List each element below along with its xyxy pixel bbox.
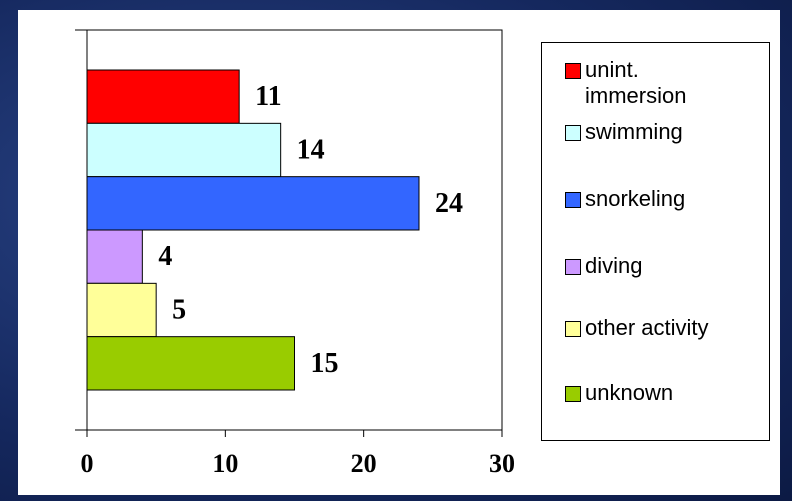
legend-label: diving bbox=[585, 253, 643, 278]
value-label: 11 bbox=[255, 81, 281, 112]
legend-swatch bbox=[565, 63, 581, 79]
legend: unint. immersion swimming snorkeling diving… bbox=[541, 42, 770, 441]
value-label: 14 bbox=[297, 134, 325, 165]
legend-label: unknown bbox=[585, 380, 674, 405]
bar bbox=[86, 122, 282, 178]
legend-swatch bbox=[565, 386, 581, 402]
legend-label: snorkeling bbox=[585, 186, 686, 211]
legend-item: diving bbox=[565, 253, 765, 279]
legend-label: swimming bbox=[585, 119, 683, 144]
legend-item: snorkeling bbox=[565, 186, 765, 212]
legend-label: other activity bbox=[585, 315, 709, 340]
bar bbox=[86, 176, 420, 231]
legend-label: unint. immersion bbox=[585, 57, 687, 108]
x-tick-label: 0 bbox=[81, 449, 94, 478]
x-tick-label: 10 bbox=[212, 449, 238, 478]
legend-swatch bbox=[565, 125, 581, 141]
legend-item: swimming bbox=[565, 119, 765, 145]
bar bbox=[86, 69, 240, 124]
x-tick-label: 20 bbox=[351, 449, 377, 478]
bar bbox=[86, 336, 295, 391]
legend-item: other activity bbox=[565, 315, 765, 341]
value-label: 15 bbox=[311, 348, 339, 379]
x-tick-label: 30 bbox=[489, 449, 515, 478]
value-label: 4 bbox=[158, 241, 172, 272]
bar bbox=[86, 282, 157, 338]
legend-swatch bbox=[565, 321, 581, 337]
value-label: 5 bbox=[172, 294, 186, 325]
legend-item: unknown bbox=[565, 380, 765, 406]
legend-swatch bbox=[565, 259, 581, 275]
value-label: 24 bbox=[435, 188, 463, 219]
bar bbox=[86, 229, 143, 284]
legend-swatch bbox=[565, 192, 581, 208]
legend-item: unint. immersion bbox=[565, 57, 765, 109]
